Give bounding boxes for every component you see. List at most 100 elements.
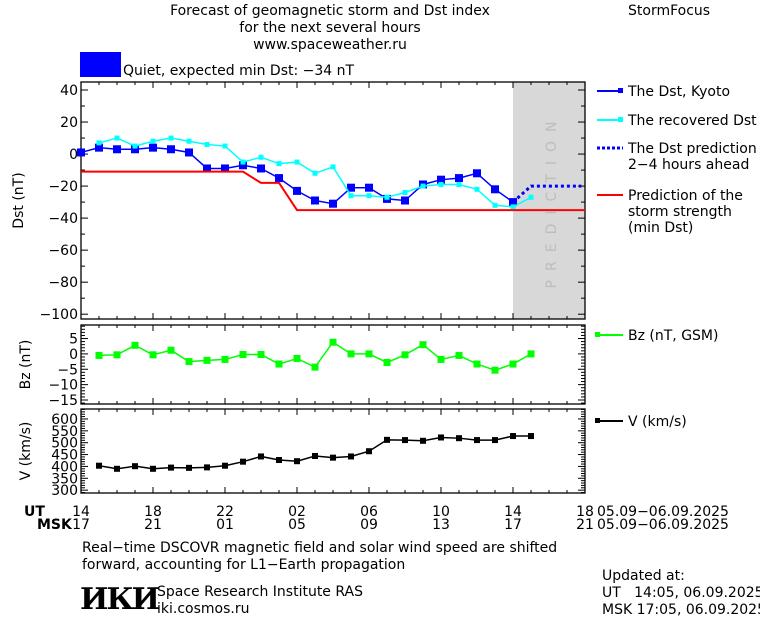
data-point xyxy=(438,181,444,187)
data-point xyxy=(347,183,355,192)
data-point xyxy=(257,164,265,173)
data-point xyxy=(492,202,498,208)
data-point xyxy=(294,159,300,165)
brand-name: StormFocus xyxy=(628,3,711,19)
data-point xyxy=(437,175,445,184)
data-point xyxy=(312,452,318,459)
data-point xyxy=(420,437,426,444)
legend-marker xyxy=(595,418,600,423)
data-point xyxy=(222,143,228,149)
prediction-label: PREDICTION xyxy=(544,113,560,289)
ut-tick-label: 14 xyxy=(72,504,90,520)
data-point xyxy=(167,145,175,154)
y-tick-label: 350 xyxy=(51,471,78,487)
legend-label: V (km/s) xyxy=(628,414,687,430)
updated-label: Updated at: xyxy=(602,568,685,584)
data-point xyxy=(509,360,517,368)
data-point xyxy=(401,196,409,205)
ut-tick-label: 06 xyxy=(360,504,378,520)
data-point xyxy=(456,435,462,442)
data-point xyxy=(204,464,210,471)
data-point xyxy=(113,145,121,154)
data-point xyxy=(383,359,391,367)
data-point xyxy=(492,437,498,444)
status-text: Quiet, expected min Dst: −34 nT xyxy=(123,63,355,79)
data-point xyxy=(275,174,283,183)
y-tick-label: 5 xyxy=(69,332,78,348)
data-point xyxy=(132,463,138,470)
data-point xyxy=(276,457,282,464)
y-tick-label: −80 xyxy=(48,275,78,291)
msk-tick-label: 09 xyxy=(360,517,378,533)
data-point xyxy=(402,437,408,444)
y-tick-label: −15 xyxy=(48,393,78,409)
panel-frame xyxy=(80,408,586,494)
legend-label: (min Dst) xyxy=(628,220,693,236)
y-tick-label: −100 xyxy=(40,307,78,323)
data-point xyxy=(312,170,318,176)
data-point xyxy=(347,350,355,358)
data-point xyxy=(348,193,354,199)
data-point xyxy=(527,350,535,358)
ut-tick-label: 18 xyxy=(576,504,594,520)
series-line xyxy=(80,146,514,205)
data-point xyxy=(258,154,264,160)
msk-axis-label: MSK xyxy=(37,517,73,533)
institute-site[interactable]: iki.cosmos.ru xyxy=(157,601,250,617)
y-tick-label: 450 xyxy=(51,448,78,464)
data-point xyxy=(276,161,282,167)
msk-tick-label: 21 xyxy=(576,517,594,533)
msk-date-range: 05.09−06.09.2025 xyxy=(597,517,729,533)
y-tick-label: 40 xyxy=(60,83,78,99)
data-point xyxy=(186,138,192,144)
ut-tick-label: 02 xyxy=(288,504,306,520)
data-point xyxy=(131,341,139,349)
data-point xyxy=(473,360,481,368)
data-point xyxy=(401,351,409,359)
msk-tick-label: 01 xyxy=(216,517,234,533)
data-point xyxy=(275,360,283,368)
data-point xyxy=(257,351,265,359)
y-tick-label: −60 xyxy=(48,243,78,259)
data-point xyxy=(221,164,229,173)
data-point xyxy=(114,465,120,472)
data-point xyxy=(77,148,85,157)
data-point xyxy=(114,135,120,141)
data-point xyxy=(131,145,139,154)
data-point xyxy=(96,462,102,469)
data-point xyxy=(384,194,390,200)
y-tick-label: −5 xyxy=(57,362,78,378)
data-point xyxy=(167,346,175,354)
legend-label: 2−4 hours ahead xyxy=(628,157,749,173)
legend-marker xyxy=(618,88,623,93)
data-point xyxy=(294,458,300,465)
legend-label: Prediction of the xyxy=(628,188,743,204)
site-url: www.spaceweather.ru xyxy=(253,37,407,53)
data-point xyxy=(491,366,499,374)
data-point xyxy=(348,453,354,460)
data-point xyxy=(473,169,481,178)
data-point xyxy=(510,433,516,440)
data-point xyxy=(491,185,499,194)
data-point xyxy=(330,454,336,461)
ut-tick-label: 18 xyxy=(144,504,162,520)
data-point xyxy=(438,434,444,441)
legend-label: The Dst prediction xyxy=(627,141,757,157)
data-point xyxy=(258,453,264,460)
y-tick-label: −10 xyxy=(48,378,78,394)
ut-axis-label: UT xyxy=(24,504,45,520)
data-point xyxy=(149,143,157,152)
status-color-box xyxy=(80,52,121,77)
y-tick-label: 20 xyxy=(60,115,78,131)
data-point xyxy=(186,464,192,471)
data-point xyxy=(311,196,319,205)
ut-tick-label: 10 xyxy=(432,504,450,520)
data-point xyxy=(168,464,174,471)
data-point xyxy=(168,135,174,141)
data-point xyxy=(384,436,390,443)
data-point xyxy=(456,181,462,187)
data-point xyxy=(437,355,445,363)
data-point xyxy=(240,458,246,465)
data-point xyxy=(419,341,427,349)
